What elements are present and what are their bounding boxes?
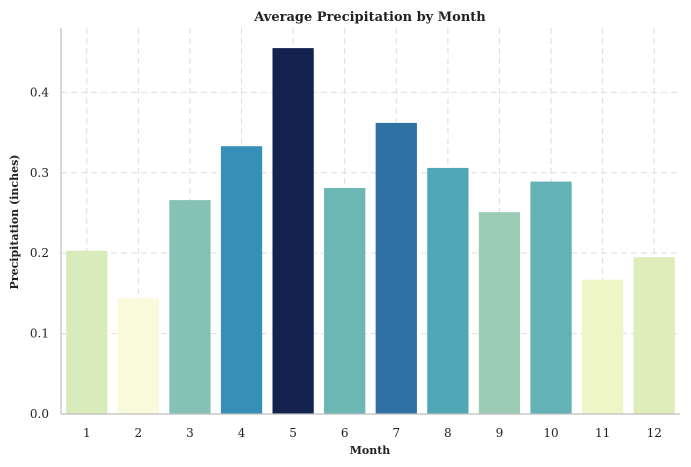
bar-month-8 [427, 167, 469, 414]
x-tick-label: 3 [186, 426, 194, 440]
x-tick-label: 7 [392, 426, 400, 440]
bar-month-4 [220, 146, 263, 414]
bar-month-9 [478, 212, 521, 414]
axis-layer [60, 28, 680, 415]
x-tick-label: 10 [543, 426, 558, 440]
bar-layer [66, 48, 675, 415]
x-tick-label: 11 [595, 426, 610, 440]
y-tick-label: 0.2 [30, 246, 49, 260]
bar-month-6 [324, 188, 366, 414]
bar-month-12 [633, 257, 675, 414]
bar-month-11 [581, 279, 624, 414]
x-tick-label: 4 [238, 426, 246, 440]
x-tick-label: 12 [647, 426, 662, 440]
y-tick-label: 0.1 [30, 327, 49, 341]
y-tick-label: 0.3 [30, 166, 49, 180]
bar-month-10 [530, 181, 572, 414]
tick-layer: 0.00.10.20.30.41 2 3 4 5 6 7 8 9 10 11 12 [30, 85, 662, 440]
y-tick-label: 0.0 [30, 407, 49, 421]
y-axis-label: Precipitation (inches) [8, 155, 21, 290]
y-tick-label: 0.4 [30, 85, 49, 99]
x-tick-label: 9 [496, 426, 504, 440]
bar-month-2 [117, 298, 160, 414]
bar-month-1 [66, 250, 108, 414]
bar-month-7 [375, 122, 417, 415]
x-tick-label: 6 [341, 426, 349, 440]
chart-title: Average Precipitation by Month [253, 10, 486, 25]
x-tick-label: 2 [135, 426, 143, 440]
x-tick-label: 1 [83, 426, 91, 440]
x-tick-label: 8 [444, 426, 452, 440]
x-axis-label: Month [350, 444, 391, 457]
bar-month-5 [272, 48, 314, 415]
x-tick-label: 5 [289, 426, 297, 440]
bar-month-3 [169, 200, 211, 414]
